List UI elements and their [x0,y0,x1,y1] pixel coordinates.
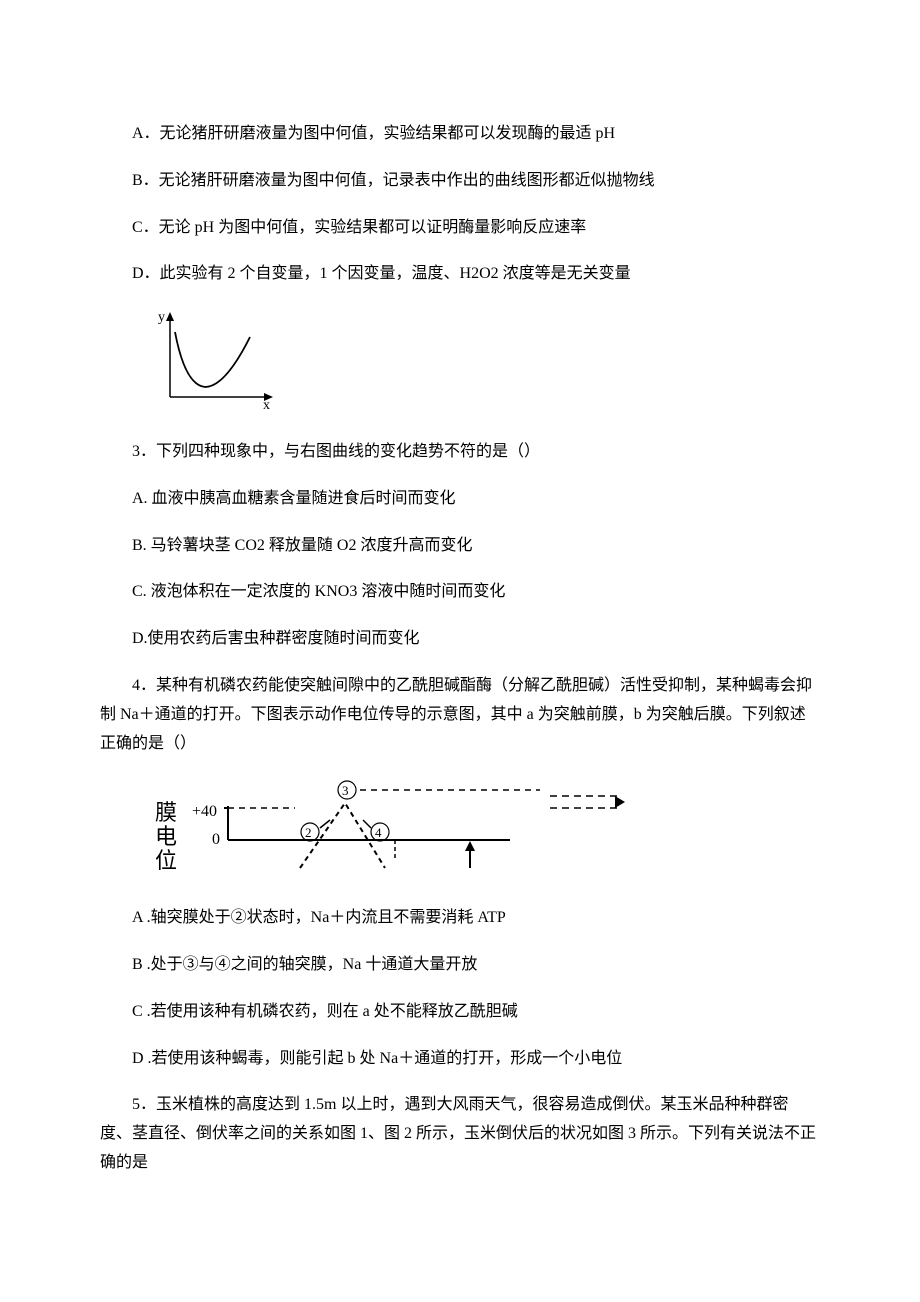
diagram-left-label-1: 膜 [155,800,177,825]
right-arrow-head [615,796,625,808]
curve-path [175,332,250,387]
q3-stem: 3．下列四种现象中，与右图曲线的变化趋势不符的是（） [100,438,820,467]
y-tick-40: +40 [192,803,217,820]
circ3-label: 3 [342,783,349,798]
q4-option-a: A .轴突膜处于②状态时，Na＋内流且不需要消耗 ATP [100,904,820,933]
membrane-diagram-svg: 膜 电 位 +40 0 3 2 4 [150,778,630,873]
q2-option-b: B．无论猪肝研磨液量为图中何值，记录表中作出的曲线图形都近似抛物线 [100,167,820,196]
y-axis-arrow [166,312,174,321]
q4-option-c: C .若使用该种有机磷农药，则在 a 处不能释放乙酰胆碱 [100,998,820,1027]
circ2-label: 2 [305,825,312,840]
membrane-potential-diagram: 膜 电 位 +40 0 3 2 4 [150,778,820,884]
curve-graph: y x [150,307,820,423]
q4-option-d: D .若使用该种蝎毒，则能引起 b 处 Na＋通道的打开，形成一个小电位 [100,1045,820,1074]
q2-option-c: C．无论 pH 为图中何值，实验结果都可以证明酶量影响反应速率 [100,214,820,243]
q3-option-b: B. 马铃薯块茎 CO2 释放量随 O2 浓度升高而变化 [100,532,820,561]
q3-option-d: D.使用农药后害虫种群密度随时间而变化 [100,625,820,654]
q3-option-c: C. 液泡体积在一定浓度的 KNO3 溶液中随时间而变化 [100,578,820,607]
diagram-left-label-2: 电 [155,824,177,849]
diagram-left-label-3: 位 [155,848,177,873]
circ4-pointer [363,820,371,828]
circ4-label: 4 [375,825,382,840]
q2-option-a: A．无论猪肝研磨液量为图中何值，实验结果都可以发现酶的最适 pH [100,120,820,149]
q4-option-b: B .处于③与④之间的轴突膜，Na 十通道大量开放 [100,951,820,980]
y-tick-0: 0 [212,831,220,848]
q4-intro: 4．某种有机磷农药能使突触间隙中的乙酰胆碱酯酶（分解乙酰胆碱）活性受抑制，某种蝎… [100,672,820,758]
q5-intro: 5．玉米植株的高度达到 1.5m 以上时，遇到大风雨天气，很容易造成倒伏。某玉米… [100,1091,820,1177]
q2-option-d: D．此实验有 2 个自变量，1 个因变量，温度、H2O2 浓度等是无关变量 [100,260,820,289]
arrow-up-head [465,841,475,851]
x-label: x [263,398,270,412]
curve-graph-svg: y x [150,307,280,412]
circ2-pointer [320,820,330,828]
q3-option-a: A. 血液中胰高血糖素含量随进食后时间而变化 [100,485,820,514]
y-label: y [158,310,165,325]
